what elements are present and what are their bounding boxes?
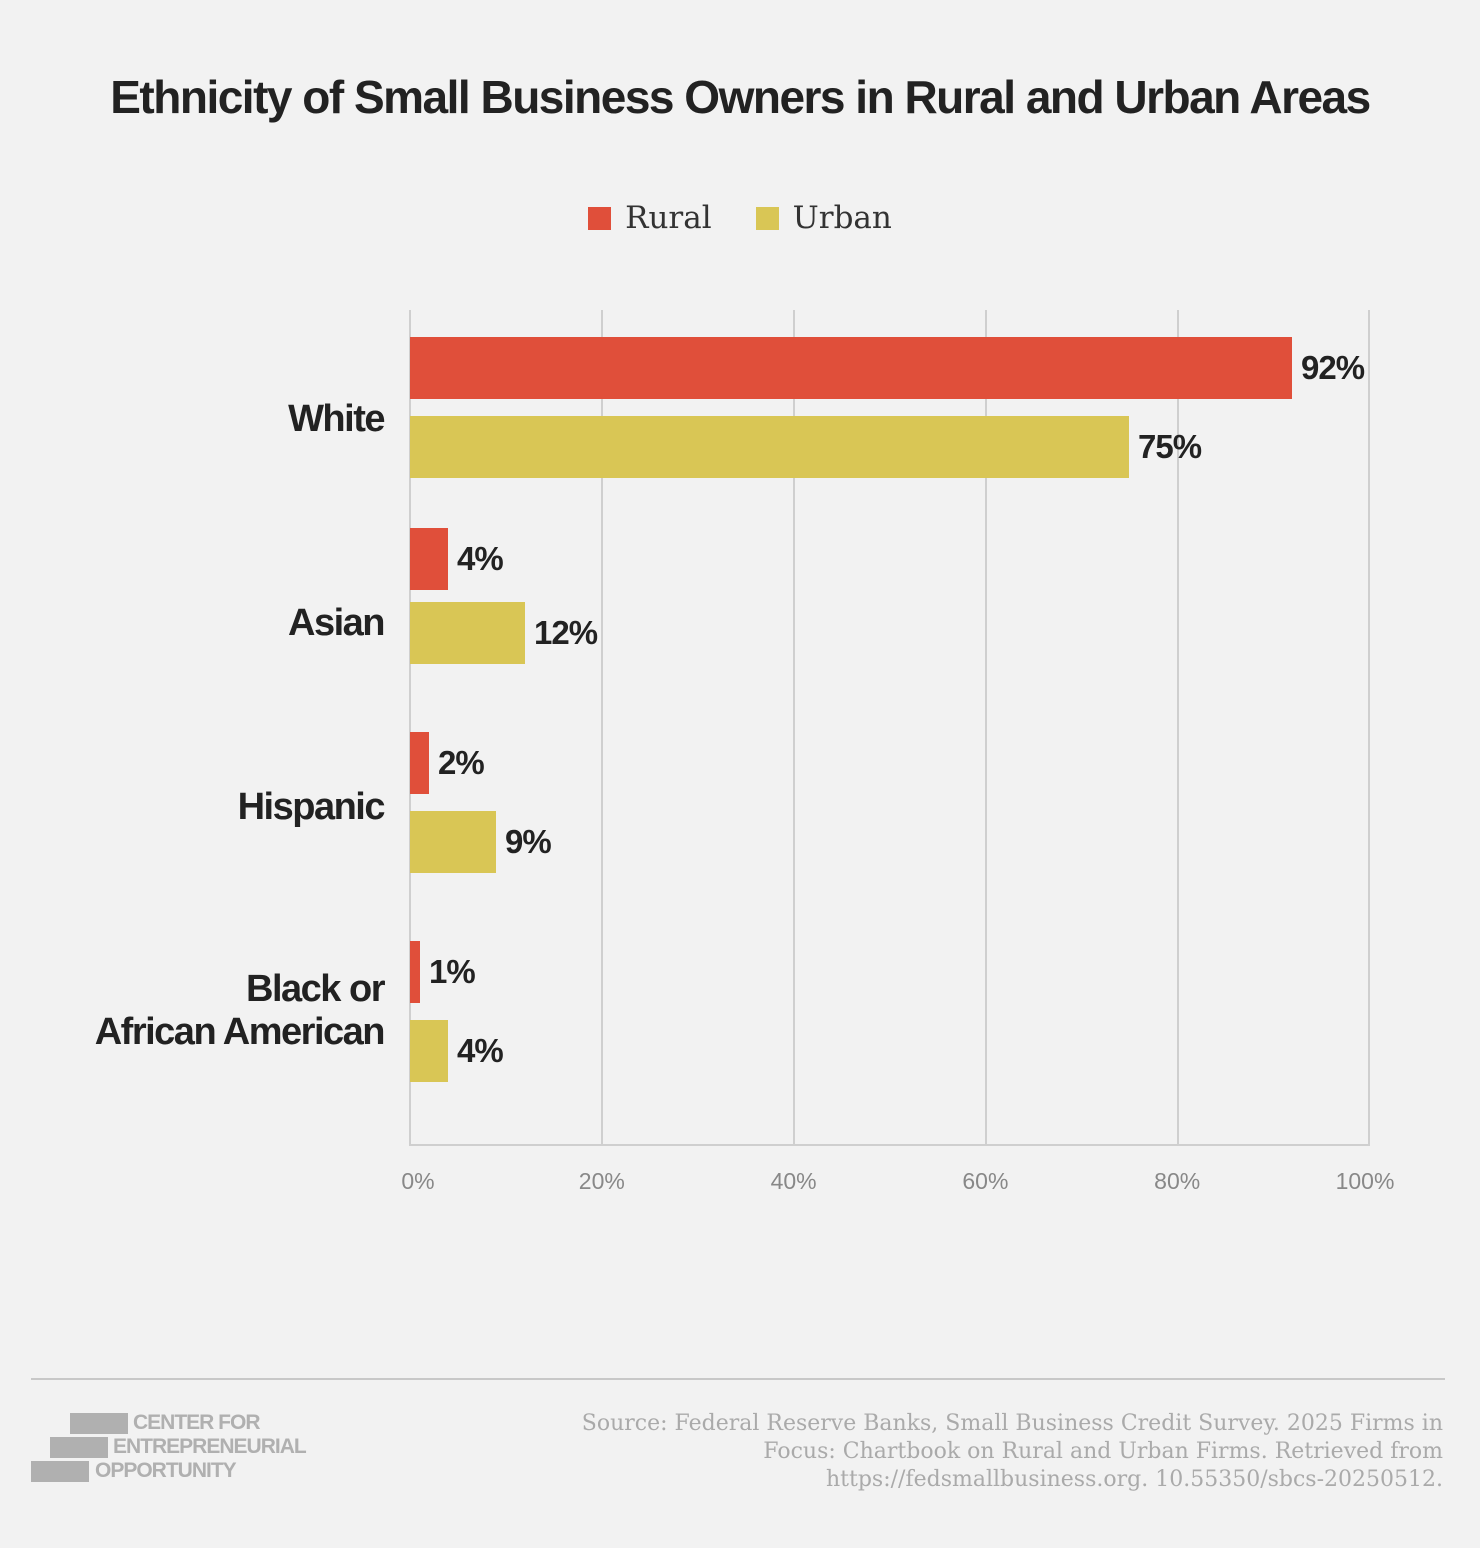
category-label: White xyxy=(288,398,385,440)
x-tick-label: 60% xyxy=(962,1168,1009,1194)
legend-item-urban: Urban xyxy=(755,200,892,236)
category-label: Black or African American xyxy=(94,968,386,1053)
data-label-rural: 2% xyxy=(438,744,485,781)
gridline xyxy=(409,310,411,1146)
legend: Rural Urban xyxy=(0,200,1480,236)
bar-urban xyxy=(410,602,525,664)
legend-label-urban: Urban xyxy=(792,200,892,236)
legend-swatch-rural xyxy=(588,206,612,230)
legend-label-rural: Rural xyxy=(625,200,712,236)
x-tick-label: 40% xyxy=(770,1168,817,1194)
data-label-urban: 75% xyxy=(1138,428,1202,465)
bar-urban xyxy=(410,811,496,873)
logo-block xyxy=(31,1461,89,1482)
data-label-rural: 4% xyxy=(457,540,504,577)
x-tick-label: 100% xyxy=(1335,1168,1395,1194)
logo-block xyxy=(70,1413,128,1434)
data-label-urban: 4% xyxy=(457,1032,504,1069)
chart-title: Ethnicity of Small Business Owners in Ru… xyxy=(110,71,1371,123)
bar-rural xyxy=(410,337,1292,399)
gridline xyxy=(1368,310,1370,1146)
bar-rural xyxy=(410,732,429,794)
data-label-rural: 1% xyxy=(429,953,476,990)
x-tick-label: 80% xyxy=(1154,1168,1201,1194)
footer-divider xyxy=(31,1378,1445,1380)
gridline xyxy=(601,310,603,1146)
category-label: Hispanic xyxy=(237,786,386,828)
bar-rural xyxy=(410,941,420,1003)
source-note: Source: Federal Reserve Banks, Small Bus… xyxy=(581,1411,1443,1492)
x-tick-label: 20% xyxy=(578,1168,625,1194)
data-label-urban: 12% xyxy=(534,614,598,651)
bar-urban xyxy=(410,416,1129,478)
logo-text-line: OPPORTUNITY xyxy=(95,1459,237,1482)
logo-block xyxy=(50,1437,108,1458)
data-label-urban: 9% xyxy=(505,823,552,860)
legend-item-rural: Rural xyxy=(588,200,712,236)
category-label: Asian xyxy=(288,602,385,644)
legend-swatch-urban xyxy=(755,206,779,230)
data-label-rural: 92% xyxy=(1301,349,1365,386)
gridline xyxy=(985,310,987,1146)
plot-area: 92% 75% 4% 12% 2% 9% 1% 4% xyxy=(409,310,1370,1146)
x-tick-label: 0% xyxy=(401,1168,435,1194)
gridline xyxy=(793,310,795,1146)
logo-text-line: ENTREPRENEURIAL xyxy=(113,1435,307,1458)
logo-text-line: CENTER FOR xyxy=(133,1411,260,1434)
x-axis-line xyxy=(410,1144,1370,1146)
bar-rural xyxy=(410,528,448,590)
bar-urban xyxy=(410,1020,448,1082)
gridline xyxy=(1177,310,1179,1146)
